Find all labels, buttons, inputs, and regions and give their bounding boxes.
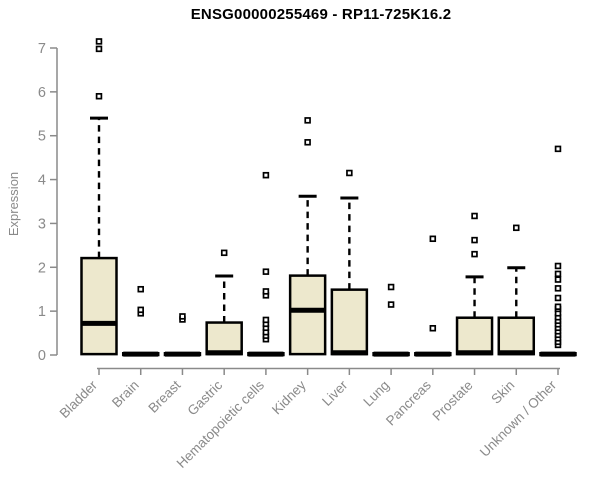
- outlier-point: [262, 171, 270, 179]
- x-category-label: Bladder: [57, 377, 101, 421]
- box-kidney: [288, 274, 327, 356]
- x-category-label: Brain: [109, 378, 142, 411]
- outlier-point: [554, 145, 562, 153]
- y-tick-label: 3: [38, 216, 46, 232]
- y-tick-label: 0: [38, 348, 46, 364]
- outlier-point: [554, 303, 562, 311]
- outlier-point: [471, 212, 478, 220]
- box-skin: [497, 316, 536, 356]
- outlier-point: [262, 288, 270, 295]
- outlier-point: [554, 285, 562, 292]
- y-tick-label: 6: [38, 85, 46, 101]
- y-tick-label: 5: [38, 129, 46, 145]
- box-bladder: [80, 256, 118, 356]
- outlier-point: [387, 283, 395, 291]
- box-prostate: [455, 316, 494, 356]
- outlier-point: [554, 294, 562, 302]
- outlier-point: [346, 169, 353, 177]
- outlier-point: [262, 268, 270, 275]
- outlier-point: [471, 236, 478, 244]
- y-tick-label: 2: [38, 260, 46, 276]
- box-gastric: [205, 321, 243, 356]
- outlier-point: [137, 306, 144, 314]
- outlier-point: [387, 301, 395, 308]
- outlier-point: [95, 92, 103, 100]
- outlier-point: [179, 313, 186, 320]
- outlier-point: [220, 249, 228, 257]
- outlier-point: [554, 262, 562, 270]
- outlier-point: [137, 285, 144, 293]
- x-category-label: Skin: [488, 378, 517, 407]
- outlier-point: [95, 38, 103, 45]
- x-category-label: Kidney: [269, 377, 309, 417]
- box-liver: [330, 288, 369, 356]
- x-category-label: Breast: [145, 377, 183, 415]
- outlier-point: [304, 139, 311, 146]
- chart-title: ENSG00000255469 - RP11-725K16.2: [190, 6, 452, 23]
- outlier-point: [554, 270, 562, 278]
- outlier-point: [262, 316, 270, 324]
- x-category-label: Unknown / Other: [477, 377, 560, 460]
- outlier-point: [304, 117, 311, 124]
- outlier-point: [471, 250, 478, 258]
- x-category-label: Pancreas: [383, 377, 434, 428]
- x-category-label: Lung: [360, 378, 392, 410]
- y-tick-label: 7: [38, 41, 46, 57]
- x-category-label: Liver: [319, 377, 351, 409]
- outlier-point: [429, 324, 437, 332]
- outlier-point: [95, 45, 103, 53]
- x-category-label: Gastric: [184, 377, 225, 418]
- x-category-label: Prostate: [430, 378, 476, 424]
- outlier-point: [513, 224, 520, 232]
- y-tick-label: 4: [38, 173, 46, 189]
- y-tick-label: 1: [38, 304, 46, 320]
- outlier-point: [554, 276, 562, 283]
- outlier-point: [429, 235, 437, 243]
